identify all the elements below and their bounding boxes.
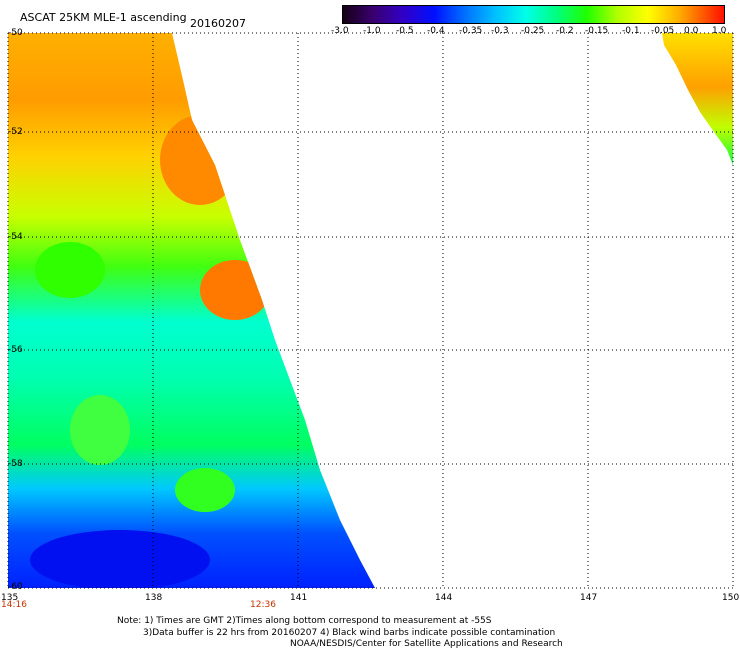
- lat-label: -56: [8, 345, 23, 355]
- lat-label: -54: [8, 232, 23, 242]
- lon-label: 150: [722, 593, 740, 603]
- note-line: Note: 1) Times are GMT 2)Times along bot…: [117, 616, 492, 626]
- lat-label: -60: [8, 582, 23, 592]
- time-label: 12:36: [250, 600, 276, 610]
- colorbar-label: -0.2: [556, 26, 574, 36]
- swath-data: [8, 33, 375, 588]
- colorbar-label: -1.0: [363, 26, 381, 36]
- product-date: 20160207: [190, 17, 246, 30]
- graticule: [7, 32, 734, 589]
- colorbar-label: -0.5: [396, 26, 414, 36]
- lat-label: -50: [8, 28, 23, 38]
- lon-label: 138: [145, 593, 163, 603]
- colorbar-label: -3.0: [331, 26, 349, 36]
- product-title: ASCAT 25KM MLE-1 ascending: [20, 11, 187, 24]
- lon-label: 147: [580, 593, 598, 603]
- note-line: NOAA/NESDIS/Center for Satellite Applica…: [290, 639, 563, 649]
- lon-label: 135: [1, 593, 19, 603]
- colorbar-label: 0.0: [684, 26, 699, 36]
- lon-label: 141: [290, 593, 308, 603]
- colorbar-label: -0.4: [427, 26, 445, 36]
- time-label: 14:16: [1, 600, 27, 610]
- lat-label: -58: [8, 459, 23, 469]
- colorbar-label: -0.05: [651, 26, 675, 36]
- colorbar-label: 1.0: [712, 26, 727, 36]
- swath-data: [662, 33, 733, 165]
- colorbar-label: -0.3: [491, 26, 509, 36]
- colorbar-label: -0.1: [622, 26, 640, 36]
- colorbar-label: -0.25: [521, 26, 545, 36]
- note-line: 3)Data buffer is 22 hrs from 20160207 4)…: [143, 628, 556, 638]
- colorbar: [342, 5, 725, 24]
- colorbar-label: -0.15: [585, 26, 609, 36]
- lat-label: -52: [8, 127, 23, 137]
- colorbar-label: -0.35: [459, 26, 483, 36]
- lon-label: 144: [435, 593, 453, 603]
